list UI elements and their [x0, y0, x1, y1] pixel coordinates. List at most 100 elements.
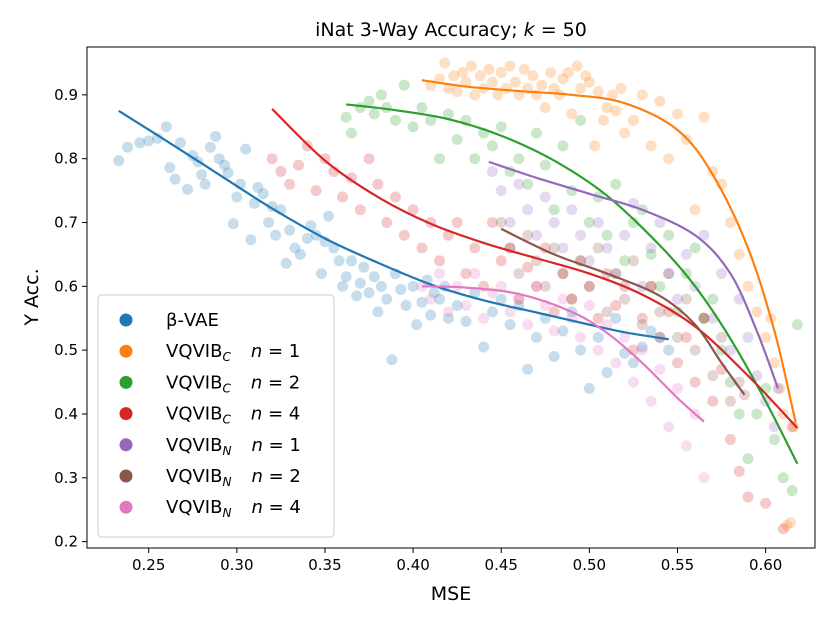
data-point-series-0: [375, 280, 387, 292]
data-point-series-3: [451, 217, 463, 229]
data-point-series-2: [575, 114, 587, 126]
data-point-series-3: [522, 261, 534, 273]
data-point-series-1: [557, 73, 569, 85]
data-point-series-0: [663, 344, 675, 356]
data-point-series-2: [451, 134, 463, 146]
data-point-series-5: [522, 229, 534, 241]
data-point-series-3: [354, 204, 366, 216]
data-point-series-0: [363, 287, 375, 299]
data-point-series-0: [143, 135, 155, 147]
data-point-series-0: [428, 287, 440, 299]
data-point-series-3: [663, 306, 675, 318]
data-point-series-5: [619, 293, 631, 305]
data-point-series-0: [280, 257, 292, 269]
data-point-series-2: [398, 79, 410, 91]
data-point-series-1: [536, 79, 548, 91]
data-point-series-2: [522, 178, 534, 190]
data-point-series-4: [495, 185, 507, 197]
data-point-series-0: [395, 284, 407, 296]
data-point-series-6: [469, 268, 481, 280]
data-point-series-0: [218, 159, 230, 171]
y-tick-label: 0.8: [54, 150, 78, 168]
data-point-series-1: [760, 331, 772, 343]
data-point-series-4: [566, 204, 578, 216]
fit-line-series-6: [421, 285, 705, 423]
data-point-series-2: [363, 95, 375, 107]
data-point-series-1: [580, 70, 592, 82]
data-point-series-2: [495, 121, 507, 133]
data-point-series-3: [319, 153, 331, 165]
data-point-series-6: [627, 376, 639, 388]
data-point-series-1: [483, 63, 495, 75]
legend-marker-4: [119, 438, 133, 452]
data-point-series-6: [548, 325, 560, 337]
data-point-series-0: [351, 290, 363, 302]
data-point-series-3: [548, 306, 560, 318]
data-point-series-0: [210, 130, 222, 142]
legend-label-5: VQVIBN n = 2: [166, 466, 301, 489]
data-point-series-1: [610, 105, 622, 117]
legend: β-VAE VQVIBC n = 1 VQVIBC n = 2 VQVIBC n = 4 VQ…: [97, 294, 335, 538]
data-point-series-6: [575, 331, 587, 343]
data-point-series-4: [486, 165, 498, 177]
data-point-series-3: [566, 293, 578, 305]
data-point-series-1: [518, 63, 530, 75]
data-point-series-3: [530, 280, 542, 292]
data-point-series-2: [486, 140, 498, 152]
data-point-series-5: [592, 242, 604, 254]
fit-line-series-2: [345, 103, 799, 465]
data-point-series-1: [636, 89, 648, 101]
fit-lines: [118, 79, 799, 465]
data-point-series-4: [663, 268, 675, 280]
data-point-series-0: [113, 155, 125, 167]
data-point-series-0: [400, 299, 412, 311]
data-point-series-2: [654, 280, 666, 292]
data-point-series-5: [707, 370, 719, 382]
data-point-series-3: [293, 159, 305, 171]
fit-line-series-1: [421, 79, 797, 423]
data-point-series-0: [610, 312, 622, 324]
data-point-series-3: [724, 434, 736, 446]
data-point-series-2: [733, 408, 745, 420]
data-point-series-0: [522, 363, 534, 375]
legend-box: [97, 294, 335, 538]
data-point-series-0: [434, 293, 446, 305]
data-point-series-0: [284, 224, 296, 236]
data-point-series-5: [566, 293, 578, 305]
data-point-series-1: [539, 102, 551, 114]
data-point-series-4: [513, 178, 525, 190]
data-point-series-3: [372, 178, 384, 190]
data-point-series-0: [196, 169, 208, 181]
data-point-series-0: [289, 242, 301, 254]
data-point-series-1: [504, 60, 516, 72]
data-point-series-6: [636, 344, 648, 356]
data-point-series-2: [434, 153, 446, 165]
data-point-series-0: [495, 293, 507, 305]
x-tick-label: 0.55: [661, 556, 694, 574]
data-point-series-1: [469, 89, 481, 101]
y-tick-label: 0.6: [54, 277, 78, 295]
data-point-series-0: [530, 331, 542, 343]
data-point-series-0: [204, 141, 216, 153]
data-point-series-0: [337, 280, 349, 292]
y-tick-label: 0.3: [54, 469, 78, 487]
data-point-series-3: [742, 491, 754, 503]
data-point-series-5: [583, 280, 595, 292]
data-point-series-5: [672, 331, 684, 343]
data-point-series-0: [627, 357, 639, 369]
data-point-series-3: [610, 299, 622, 311]
data-point-series-1: [553, 89, 565, 101]
data-point-series-2: [777, 472, 789, 484]
data-point-series-3: [557, 268, 569, 280]
data-point-series-0: [416, 296, 428, 308]
data-point-series-0: [270, 229, 282, 241]
data-point-series-0: [301, 232, 313, 244]
data-point-series-0: [469, 287, 481, 299]
data-point-series-1: [781, 520, 793, 532]
data-point-series-2: [663, 229, 675, 241]
data-point-series-0: [386, 354, 398, 366]
legend-marker-6: [119, 500, 133, 514]
data-point-series-6: [663, 421, 675, 433]
data-point-series-1: [575, 82, 587, 94]
y-axis-ticks: 0.2 0.3 0.4 0.5 0.6 0.7 0.8 0.9: [54, 86, 87, 551]
